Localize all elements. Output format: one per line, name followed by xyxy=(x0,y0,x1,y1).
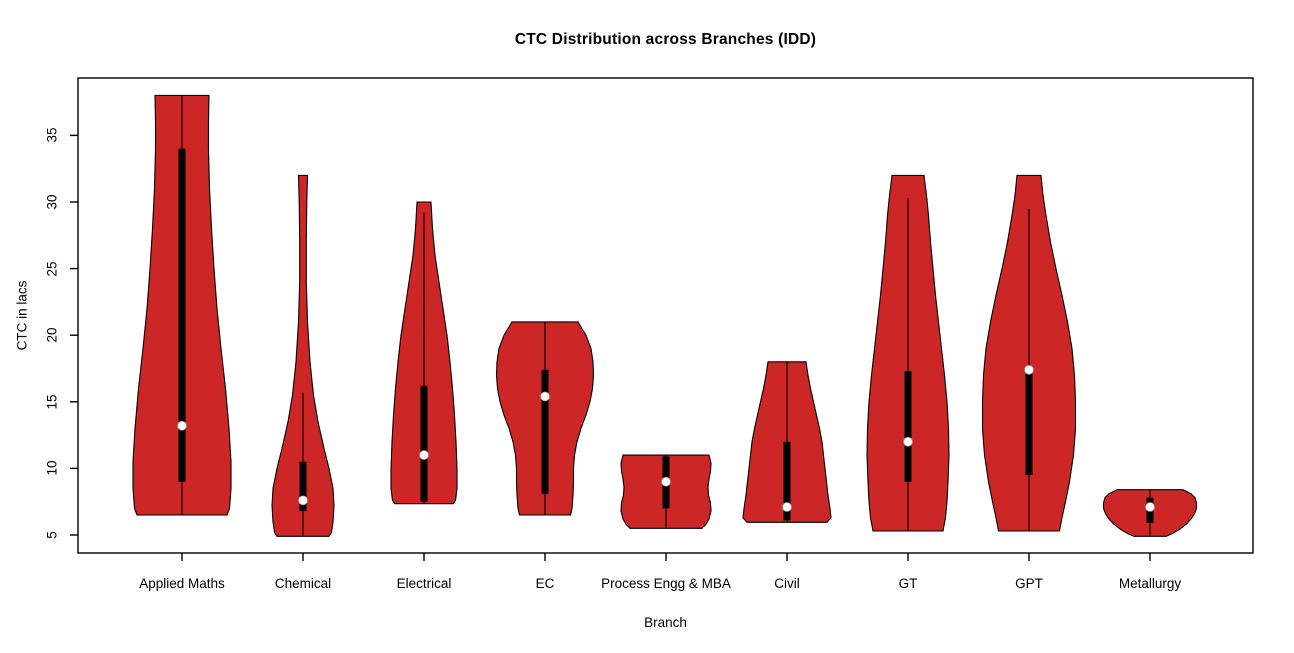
iqr-box-applied-maths xyxy=(178,148,186,482)
y-tick-label: 30 xyxy=(44,194,60,210)
x-tick-label-process-engg-mba: Process Engg & MBA xyxy=(601,576,731,591)
y-tick-label: 35 xyxy=(44,127,60,143)
y-tick-label: 20 xyxy=(44,327,60,343)
x-tick-label-gt: GT xyxy=(898,576,918,591)
x-tick-label-applied-maths: Applied Maths xyxy=(139,576,225,591)
x-tick-label-ec: EC xyxy=(535,576,555,591)
x-tick-label-metallurgy: Metallurgy xyxy=(1118,576,1182,591)
violin-shape-chemical xyxy=(271,174,335,537)
x-tick-label-gpt: GPT xyxy=(1015,576,1043,591)
median-dot-gt xyxy=(903,436,913,447)
iqr-box-gt xyxy=(904,371,912,482)
y-axis-title: CTC in lacs xyxy=(14,280,30,351)
x-tick-label-electrical: Electrical xyxy=(396,576,452,591)
x-tick-label-civil: Civil xyxy=(774,576,800,591)
y-tick-label: 5 xyxy=(44,531,60,539)
median-dot-ec xyxy=(540,391,550,402)
iqr-box-civil xyxy=(783,441,791,521)
median-dot-chemical xyxy=(298,495,308,506)
y-tick-label: 15 xyxy=(44,394,60,410)
median-dot-applied-maths xyxy=(177,420,187,431)
median-dot-civil xyxy=(782,502,792,512)
x-tick-label-chemical: Chemical xyxy=(274,576,332,591)
median-dot-electrical xyxy=(419,450,429,460)
x-axis-title: Branch xyxy=(644,615,687,630)
y-tick-label: 10 xyxy=(44,460,60,476)
median-dot-metallurgy xyxy=(1145,502,1155,512)
y-tick-label: 25 xyxy=(44,261,60,277)
median-dot-gpt xyxy=(1024,364,1034,375)
iqr-box-electrical xyxy=(420,385,428,502)
iqr-box-chemical xyxy=(299,461,307,512)
iqr-box-gpt xyxy=(1025,369,1033,476)
median-dot-process-engg-mba xyxy=(661,476,671,487)
chart-title: CTC Distribution across Branches (IDD) xyxy=(514,31,817,48)
iqr-box-ec xyxy=(541,369,549,494)
